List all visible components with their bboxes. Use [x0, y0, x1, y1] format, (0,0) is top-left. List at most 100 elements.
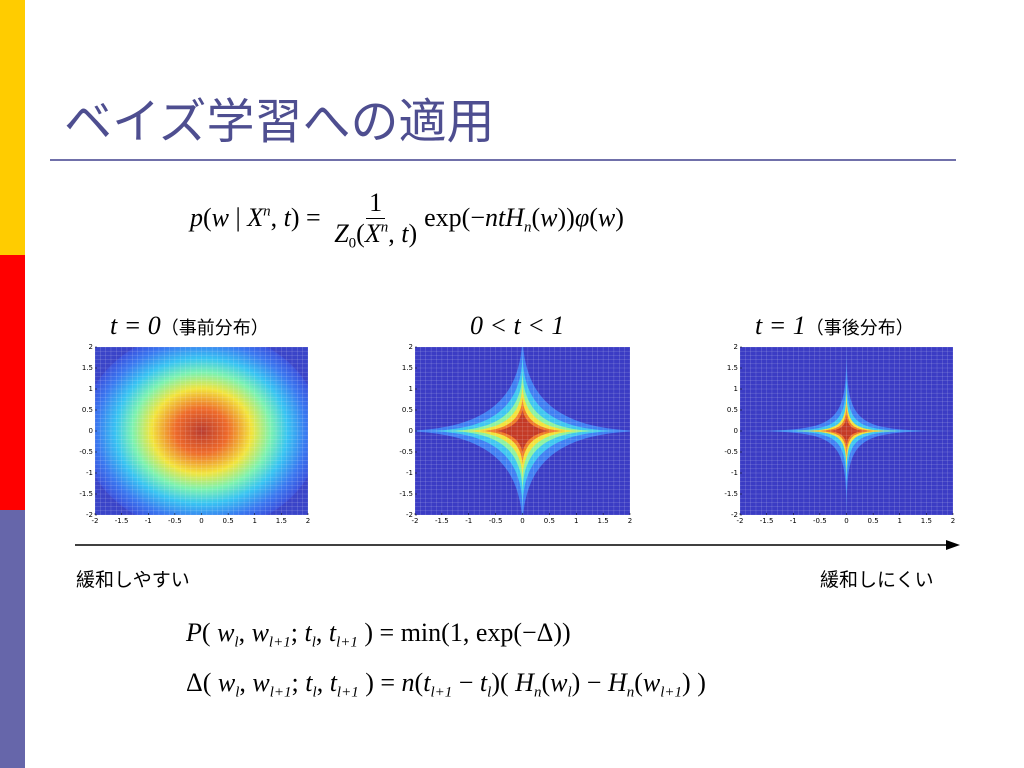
y-tick-label: 0 — [734, 427, 738, 435]
math-token: l+1 — [269, 684, 292, 701]
y-tick-label: -1.5 — [79, 490, 93, 498]
math-token: n — [380, 219, 389, 236]
y-tick-label: -2 — [86, 511, 93, 519]
plot: t = 1（事後分布） -2 -1.5 -1 -0.5 0 0.5 1 1.5 2 -2 -1.5 -1… — [724, 311, 955, 525]
x-tick-label: -1 — [790, 517, 797, 525]
plot: 0 < t < 1 -2 -1.5 -1 -0.5 0 0.5 1 1.5 2 -2 -1.5 -1 -0… — [399, 311, 632, 525]
y-tick-label: 1 — [734, 385, 738, 393]
math-token: t — [479, 668, 488, 697]
arrow-left-label: 緩和しやすい — [76, 569, 190, 591]
x-tick-label: 1 — [898, 517, 902, 525]
arrow — [75, 540, 960, 550]
heatmap — [740, 347, 953, 515]
y-tick-label: -2 — [406, 511, 413, 519]
math-token: l — [312, 684, 317, 701]
x-tick-label: 2 — [306, 517, 310, 525]
plot-label-math: t = 0 — [110, 311, 161, 340]
plot-label-math: 0 < t < 1 — [470, 311, 564, 340]
math-token: w — [252, 668, 270, 697]
x-tick-label: -0.5 — [489, 517, 503, 525]
title-rule — [50, 159, 956, 161]
math-token: n — [524, 219, 532, 236]
y-tick-label: 2 — [734, 343, 738, 351]
math-token: , — [316, 668, 330, 697]
x-tick-label: 1.5 — [921, 517, 932, 525]
title: ベイズ学習への適用 — [64, 94, 495, 150]
y-tick-label: -0.5 — [724, 448, 738, 456]
math-token: l — [234, 634, 239, 651]
y-tick-label: 0.5 — [727, 406, 738, 414]
x-tick-label: -2 — [412, 517, 419, 525]
math-token: t — [328, 618, 337, 647]
math-token: n — [401, 668, 415, 697]
y-tick-label: 0.5 — [402, 406, 413, 414]
y-tick-label: -0.5 — [79, 448, 93, 456]
plot-label-math: t = 1 — [755, 311, 806, 340]
math-token: w — [540, 203, 558, 233]
x-tick-label: 1 — [574, 517, 578, 525]
x-tick-label: 0.5 — [544, 517, 555, 525]
math-token: ntH — [485, 203, 524, 233]
heat-field — [95, 347, 308, 515]
math-token: l+1 — [660, 684, 683, 701]
math-token: t — [401, 219, 409, 248]
formula-delta: Δ( wl, wl+1; tl, tl+1 ) = n(tl+1 − tl)( … — [186, 668, 706, 701]
rhs: exp(−ntHn(w))φ(w) — [424, 203, 624, 236]
fraction: 1 Z0(Xn, t) — [331, 188, 420, 252]
math-token: t — [329, 668, 337, 697]
plot-label-note: （事後分布） — [806, 318, 914, 339]
y-tick-label: -1 — [731, 469, 738, 477]
math-token: ) ) — [682, 668, 706, 697]
math-token: ( — [634, 668, 643, 697]
math-token: t — [423, 668, 431, 697]
math-token: n — [626, 684, 635, 701]
math-token: 1 — [369, 188, 383, 217]
x-tick-label: 2 — [951, 517, 955, 525]
math-token: ( — [541, 668, 551, 697]
math-token: w — [642, 668, 661, 697]
math-token: l+1 — [336, 684, 359, 701]
arrow-right-label: 緩和しにくい — [820, 569, 934, 591]
x-tick-label: 0 — [844, 517, 848, 525]
math-token: φ — [574, 203, 590, 233]
math-token: l — [235, 684, 240, 701]
math-token: , — [238, 618, 252, 647]
math-token: Z — [334, 219, 349, 248]
math-token: ; — [291, 668, 306, 697]
y-tick-label: -1 — [406, 469, 413, 477]
plot-label: t = 1（事後分布） — [755, 311, 914, 340]
math-token: l — [311, 634, 316, 651]
math-token: X — [364, 219, 381, 248]
y-tick-label: -2 — [731, 511, 738, 519]
math-token: P — [186, 618, 202, 647]
formula-accept: P( wl, wl+1; tl, tl+1 ) = min(1, exp(−Δ)… — [186, 618, 571, 651]
math-token: H — [607, 668, 627, 697]
formula-main: p(w | Xn, t) = 1 Z0(Xn, t) exp(−ntHn(w))φ(… — [190, 188, 624, 252]
x-tick-label: -2 — [737, 517, 744, 525]
math-token: ) — [408, 219, 418, 248]
math-token: ; — [290, 618, 305, 647]
math-token: Δ( — [186, 668, 218, 697]
y-tick-label: -1.5 — [399, 490, 413, 498]
bar-yellow — [0, 0, 25, 255]
math-token: exp(− — [424, 203, 485, 233]
y-tick-label: 1 — [409, 385, 413, 393]
math-token: 0 — [348, 235, 357, 252]
math-token: | — [229, 203, 248, 233]
math-token: w — [597, 203, 616, 233]
math-token: ( — [589, 203, 598, 233]
y-tick-label: 1.5 — [727, 364, 738, 372]
math-token: l — [487, 684, 492, 701]
heatmap — [95, 347, 308, 515]
heat-layer — [492, 407, 553, 455]
math-token: − — [452, 668, 480, 697]
math-token: ) = — [290, 203, 328, 233]
y-tick-label: 2 — [89, 343, 93, 351]
math-token: , — [388, 219, 402, 248]
math-token: l+1 — [430, 684, 453, 701]
plot: t = 0（事前分布） -2 -1.5 -1 -0.5 0 0.5 1 1.5 2 -2 -1.5 -1… — [79, 311, 310, 525]
math-token: ( — [356, 219, 365, 248]
math-token: t — [283, 203, 291, 233]
heatmap — [415, 347, 630, 515]
